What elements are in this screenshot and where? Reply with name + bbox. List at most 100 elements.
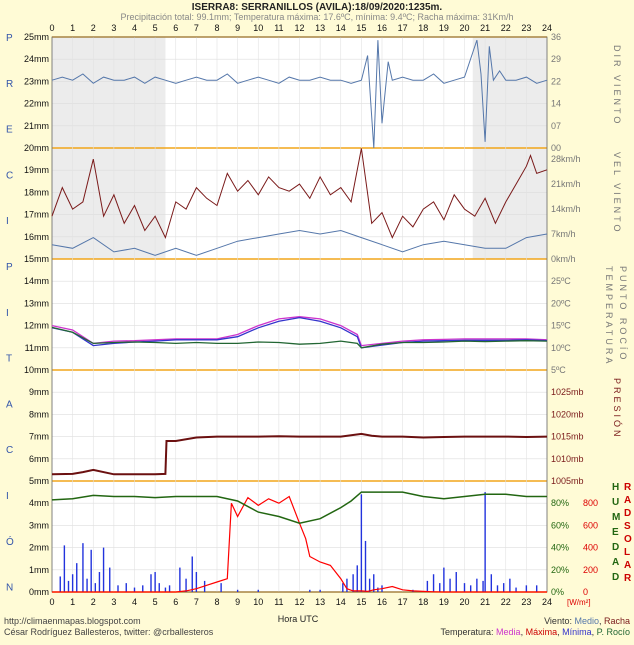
rain-bar (469, 585, 472, 592)
rain-bar (509, 578, 511, 592)
y-tick-label-wind-speed: 21km/h (551, 179, 581, 189)
x-tick-label: 14 (336, 597, 346, 607)
x-tick-label: 17 (398, 597, 408, 607)
legend-temperature-part: Mínima (562, 627, 592, 637)
rain-bar (117, 585, 119, 592)
rain-bar (476, 578, 478, 592)
rain-bar (98, 572, 101, 592)
x-tick-label-top: 9 (235, 23, 240, 33)
rain-bar (368, 578, 371, 592)
legend-wind-part: , (599, 616, 604, 626)
rain-bar (158, 583, 160, 592)
y-tick-label-temperature: 25ºC (551, 276, 571, 286)
y-tick-label-solar: 400 (583, 543, 598, 553)
y-tick-label-pressure: 1020mb (551, 409, 584, 419)
rain-bar (364, 540, 367, 592)
y-tick-label-mm: 13mm (24, 298, 49, 308)
legend-temperature: Temperatura: Media, Máxima, Mínima, P. R… (441, 627, 630, 637)
humidity-title-letter: M (612, 512, 620, 523)
series-solar-radiation (52, 495, 547, 593)
x-tick-label: 11 (274, 597, 283, 607)
rain-bar (191, 556, 193, 592)
rain-bar (67, 580, 70, 592)
x-tick-label: 2 (91, 597, 96, 607)
legend-temperature-part: , (521, 627, 526, 637)
chart-subtitle: Precipitación total: 99.1mm; Temperatura… (120, 12, 513, 22)
x-tick-label-top: 1 (70, 23, 75, 33)
y-tick-label-mm: 22mm (24, 99, 49, 109)
humidity-title-letter: E (612, 527, 619, 538)
rain-bar (236, 589, 239, 592)
legend-temperature-part: , (592, 627, 597, 637)
humidity-title-letter: H (612, 482, 619, 493)
y-tick-label-solar: 200 (583, 565, 598, 575)
x-tick-label-top: 5 (153, 23, 158, 33)
y-tick-label-mm: 4mm (29, 498, 49, 508)
series-wind-direction (51, 39, 548, 149)
y-tick-label-mm: 23mm (24, 76, 49, 86)
y-tick-label-mm: 8mm (29, 409, 49, 419)
series-wind-medio (51, 229, 548, 256)
left-title-letter: P (6, 262, 13, 273)
left-title-letter: Ó (6, 535, 14, 548)
y-tick-label-mm: 21mm (24, 121, 49, 131)
x-tick-label: 20 (459, 597, 469, 607)
x-tick-label-top: 24 (542, 23, 552, 33)
y-tick-label-wind-dir: 36 (551, 32, 561, 42)
rain-bar (125, 583, 127, 592)
series-pressure (51, 432, 548, 476)
x-tick-label: 13 (315, 597, 325, 607)
x-tick-label: 5 (153, 597, 158, 607)
y-tick-label-wind-dir: 07 (551, 121, 561, 131)
y-tick-label-mm: 2mm (29, 543, 49, 553)
rain-bar (168, 585, 171, 592)
left-title-letter: A (6, 399, 13, 410)
rain-bar (179, 567, 181, 592)
x-tick-label-top: 19 (439, 23, 449, 33)
rain-bar (443, 567, 445, 592)
x-tick-label: 6 (173, 597, 178, 607)
rain-bar (94, 583, 97, 592)
x-tick-label: 18 (418, 597, 428, 607)
rain-bar (82, 543, 84, 592)
humidity-title-letter: A (612, 557, 619, 568)
left-title-letter: E (6, 125, 13, 136)
rain-bar (373, 574, 375, 592)
y-tick-label-mm: 10mm (24, 365, 49, 375)
legend-wind-part: Racha (604, 616, 630, 626)
x-tick-label-top: 16 (377, 23, 387, 33)
rain-bar (185, 578, 187, 592)
legend-temperature-part: Temperatura: (441, 627, 497, 637)
left-title-letter: R (6, 79, 13, 90)
rain-bar (515, 587, 517, 592)
y-tick-label-mm: 9mm (29, 387, 49, 397)
y-tick-label-mm: 6mm (29, 454, 49, 464)
rain-bar (133, 587, 136, 592)
x-tick-label: 3 (111, 597, 116, 607)
rain-bar (164, 587, 167, 592)
series-humidity (51, 491, 547, 524)
y-tick-label-humidity: 40% (551, 543, 569, 553)
left-title-letter: C (6, 445, 13, 456)
solar-title-letter: A (624, 495, 631, 506)
x-tick-label: 1 (70, 597, 75, 607)
x-tick-label-top: 22 (501, 23, 511, 33)
humidity-title-letter: D (612, 572, 619, 583)
y-tick-label-mm: 12mm (24, 321, 49, 331)
rain-bar (59, 576, 61, 592)
x-tick-label-top: 23 (521, 23, 531, 33)
rain-bar (432, 574, 435, 592)
x-tick-label: 21 (480, 597, 490, 607)
legend-wind: Viento: Medio, Racha (544, 616, 630, 626)
plot-frame (51, 36, 548, 593)
y-tick-label-mm: 7mm (29, 432, 49, 442)
y-tick-label-mm: 3mm (29, 520, 49, 530)
rain-bar (102, 547, 105, 592)
chart-layer: 0011223344556677889910101111121213131414… (6, 23, 632, 637)
x-tick-label: 0 (49, 597, 54, 607)
x-tick-label-top: 11 (274, 23, 283, 33)
temperature-title: TEMPERATURA (604, 266, 614, 366)
y-tick-label-humidity: 20% (551, 565, 569, 575)
solar-title-letter: S (624, 521, 631, 532)
rain-bar (360, 494, 363, 592)
